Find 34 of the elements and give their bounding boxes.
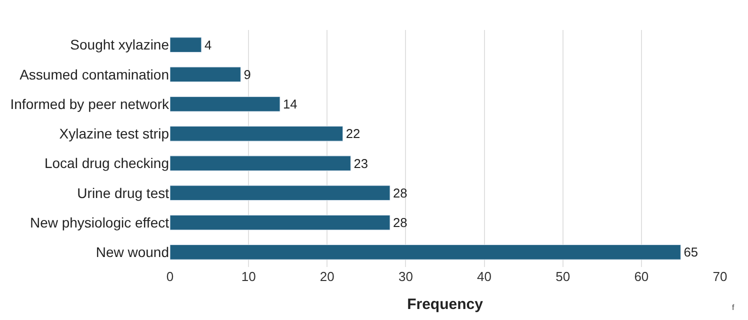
- bar: [170, 96, 280, 112]
- x-tick-label: 70: [712, 269, 728, 284]
- data-label: 14: [283, 96, 298, 112]
- x-tick-label: 30: [398, 269, 413, 284]
- x-tick-label: 60: [634, 269, 649, 284]
- y-tick-label: Local drug checking: [44, 155, 169, 172]
- data-label: 9: [244, 66, 251, 82]
- x-tick-label: 20: [320, 269, 334, 284]
- bar: [170, 66, 241, 82]
- data-label: 4: [204, 37, 212, 52]
- data-label: 65: [684, 244, 698, 260]
- data-label: 22: [346, 126, 360, 142]
- y-tick-label: Urine drug test: [77, 184, 170, 201]
- y-tick-label: Assumed contamination: [20, 66, 169, 82]
- x-axis-title: Frequency: [407, 296, 484, 313]
- bar: [170, 156, 351, 171]
- bar: [170, 185, 390, 201]
- y-tick-label: New wound: [96, 244, 169, 260]
- x-tick-label: 50: [556, 269, 570, 284]
- data-label: 28: [393, 185, 408, 200]
- text: f: [732, 303, 735, 312]
- y-tick-label: Sought xylazine: [70, 36, 170, 53]
- x-tick-label: 0: [166, 269, 174, 284]
- y-tick-label: New physiologic effect: [30, 214, 170, 230]
- bar: [170, 214, 390, 230]
- x-tick-label: 40: [477, 269, 492, 284]
- x-tick-label: 10: [241, 269, 256, 284]
- data-label: 23: [354, 156, 368, 171]
- y-tick-label: Informed by peer network: [10, 96, 170, 112]
- bar: [170, 244, 681, 260]
- y-tick-label: Xylazine test strip: [59, 126, 170, 142]
- data-label: 28: [393, 215, 408, 230]
- bar: [170, 126, 344, 142]
- bar: [170, 37, 202, 52]
